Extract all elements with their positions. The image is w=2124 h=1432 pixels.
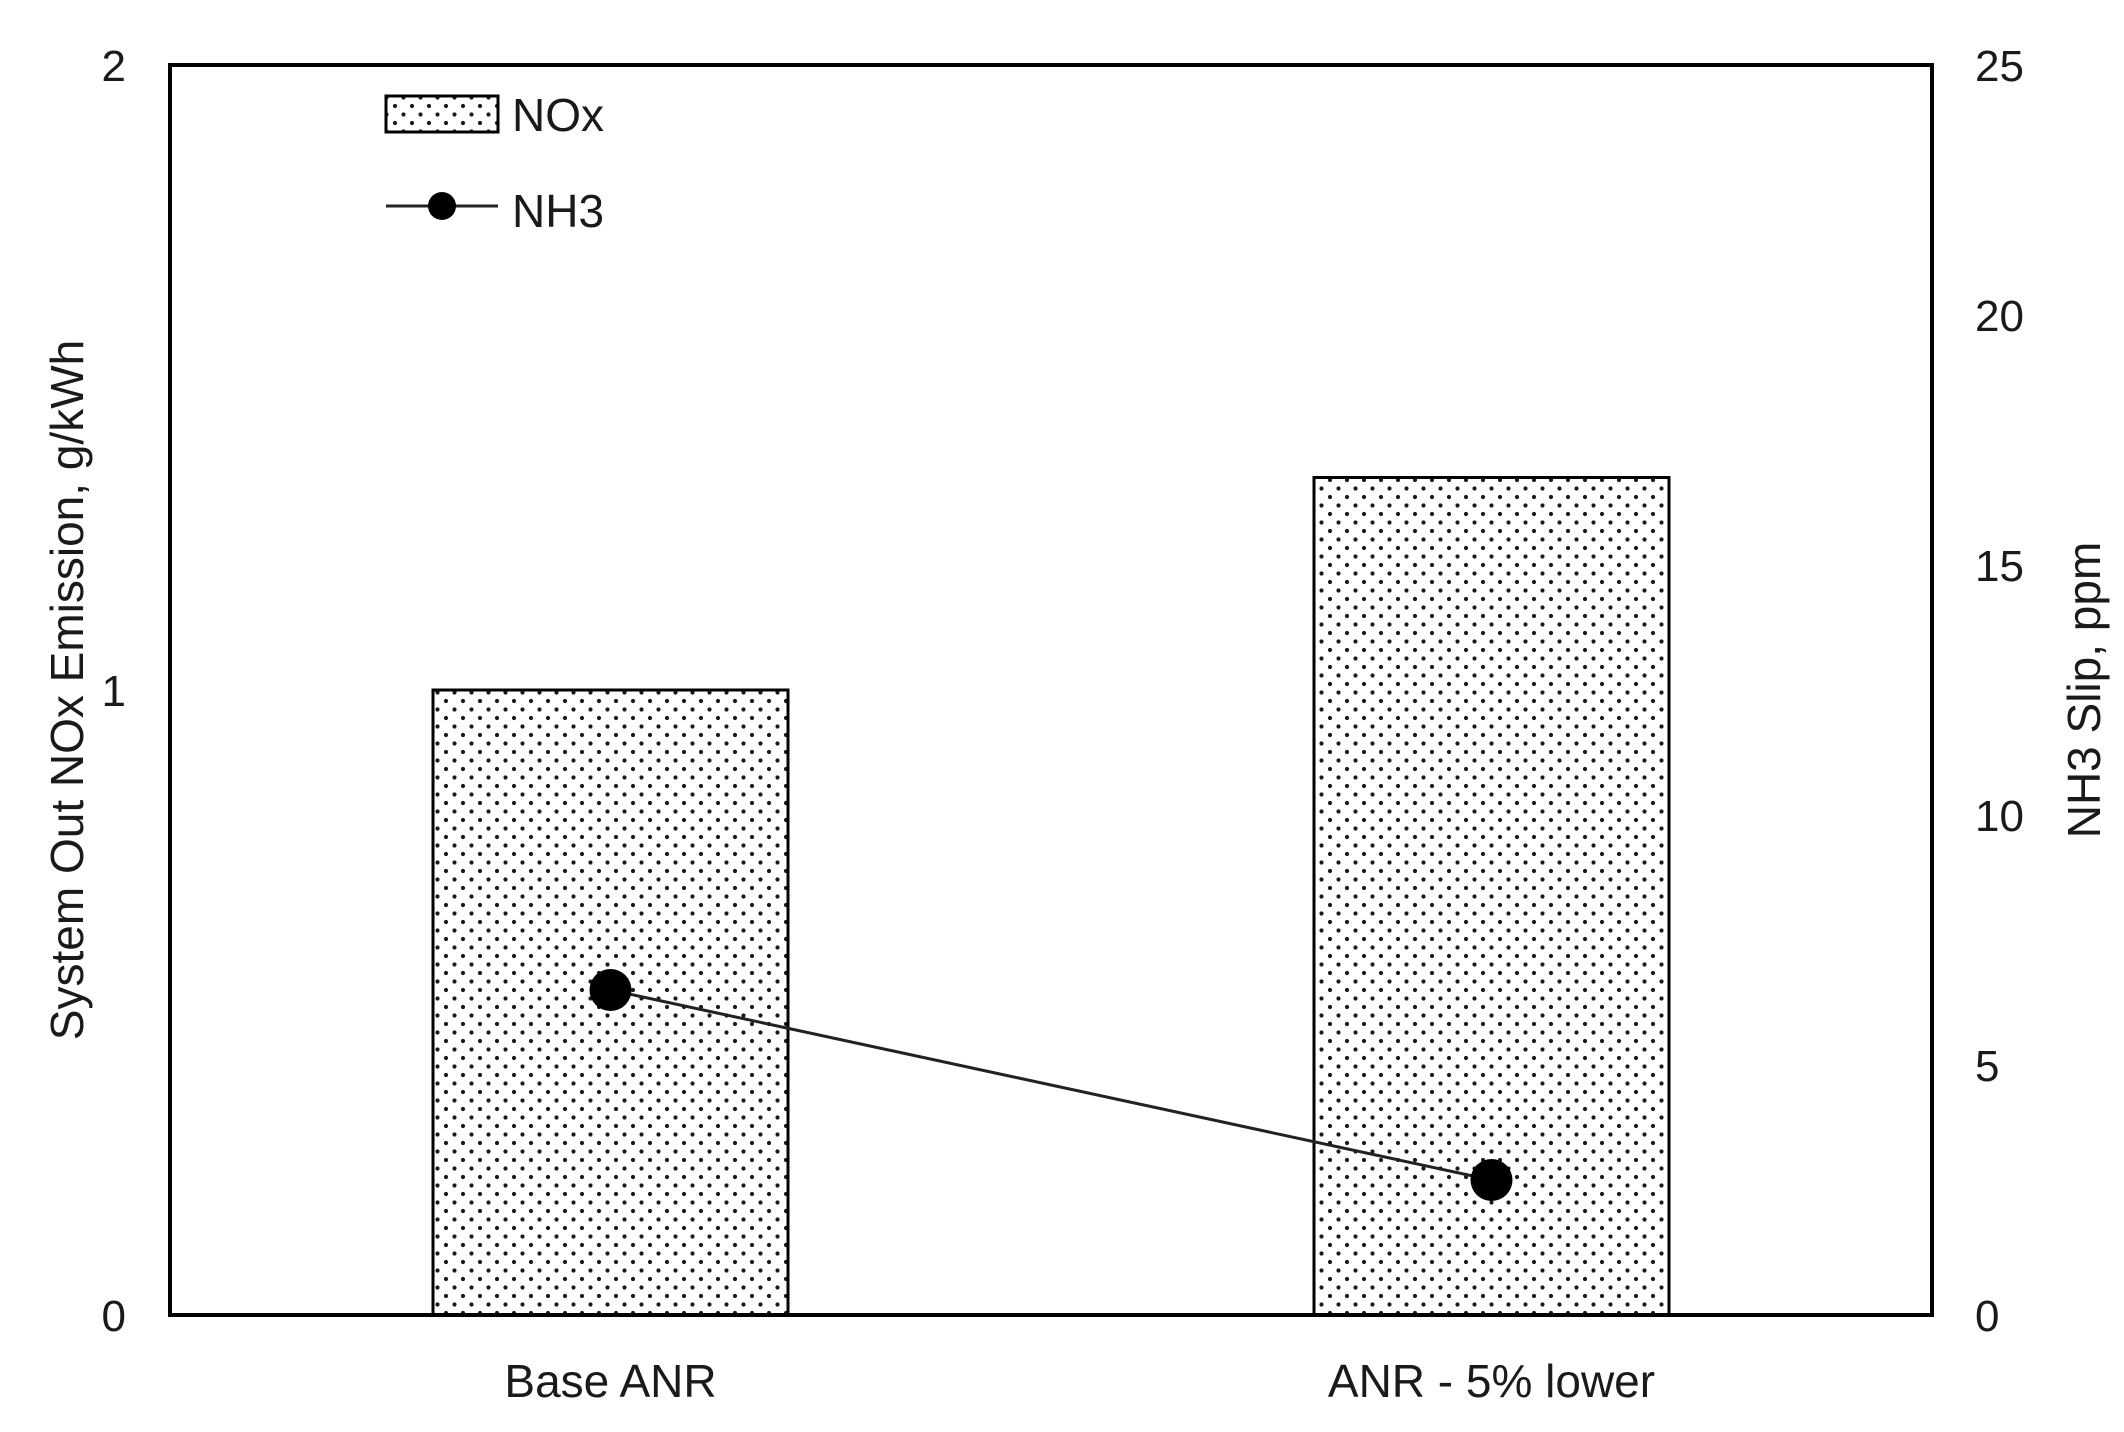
x-axis-labels: Base ANR ANR - 5% lower xyxy=(504,1355,1655,1407)
legend: NOx NH3 xyxy=(384,89,604,237)
line-layer xyxy=(589,969,1513,1201)
left-tick-label-0: 0 xyxy=(102,1292,126,1341)
legend-nox-label: NOx xyxy=(512,89,604,141)
legend-nox-swatch xyxy=(384,94,500,134)
legend-nh3-label: NH3 xyxy=(512,185,604,237)
point-nh3-0 xyxy=(589,969,632,1011)
legend-nh3-marker xyxy=(428,192,456,220)
right-axis-ticks: 0 5 10 15 20 25 xyxy=(1975,42,2024,1341)
left-tick-label-2: 2 xyxy=(102,42,126,91)
point-nh3-1 xyxy=(1470,1159,1513,1201)
plot-area-frame xyxy=(168,63,1934,1317)
right-tick-label-2: 10 xyxy=(1975,792,2024,841)
left-axis-label: System Out NOx Emission, g/kWh xyxy=(41,340,93,1040)
right-tick-label-0: 0 xyxy=(1975,1292,1999,1341)
left-axis-ticks: 0 1 2 xyxy=(102,42,126,1341)
left-tick-label-1: 1 xyxy=(102,667,126,716)
right-tick-label-1: 5 xyxy=(1975,1042,1999,1091)
x-tick-label-1: ANR - 5% lower xyxy=(1328,1355,1655,1407)
line-nh3 xyxy=(610,988,1492,1182)
right-axis-label: NH3 Slip, ppm xyxy=(2058,542,2110,839)
right-tick-label-5: 25 xyxy=(1975,42,2024,91)
right-tick-label-3: 15 xyxy=(1975,542,2024,591)
right-tick-label-4: 20 xyxy=(1975,292,2024,341)
x-tick-label-0: Base ANR xyxy=(504,1355,716,1407)
